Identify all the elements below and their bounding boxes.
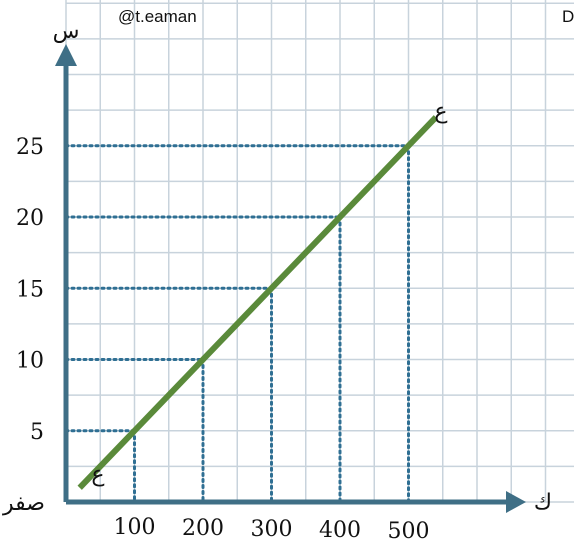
watermark: @t.eaman xyxy=(118,7,197,26)
y-axis-arrow xyxy=(55,44,77,66)
x-tick-label: 200 xyxy=(182,516,224,541)
x-tick-label: 400 xyxy=(319,518,361,543)
origin-label: صفر xyxy=(2,491,45,516)
y-tick-label: 10 xyxy=(16,349,44,374)
x-axis-arrow xyxy=(506,491,526,513)
guide-lines xyxy=(64,144,410,504)
x-tick-label: 300 xyxy=(251,517,293,542)
series xyxy=(77,115,439,490)
x-axis-label: ك xyxy=(534,490,552,515)
line-label-start: ع xyxy=(91,462,104,487)
y-tick-label: 15 xyxy=(16,277,44,302)
y-tick-label: 20 xyxy=(16,206,44,231)
x-tick-label: 500 xyxy=(388,519,430,544)
axes xyxy=(55,44,526,513)
series-line xyxy=(77,115,439,490)
y-tick-label: 5 xyxy=(30,420,44,445)
x-tick-label: 100 xyxy=(114,515,156,540)
watermark-right: D xyxy=(562,7,574,26)
grid xyxy=(65,0,574,503)
y-tick-label: 25 xyxy=(16,135,44,160)
tick-labels: 100 200 300 400 500 5 10 15 20 25 xyxy=(16,135,430,544)
y-axis-label: س xyxy=(53,19,80,44)
line-label-end: ع xyxy=(434,99,447,124)
